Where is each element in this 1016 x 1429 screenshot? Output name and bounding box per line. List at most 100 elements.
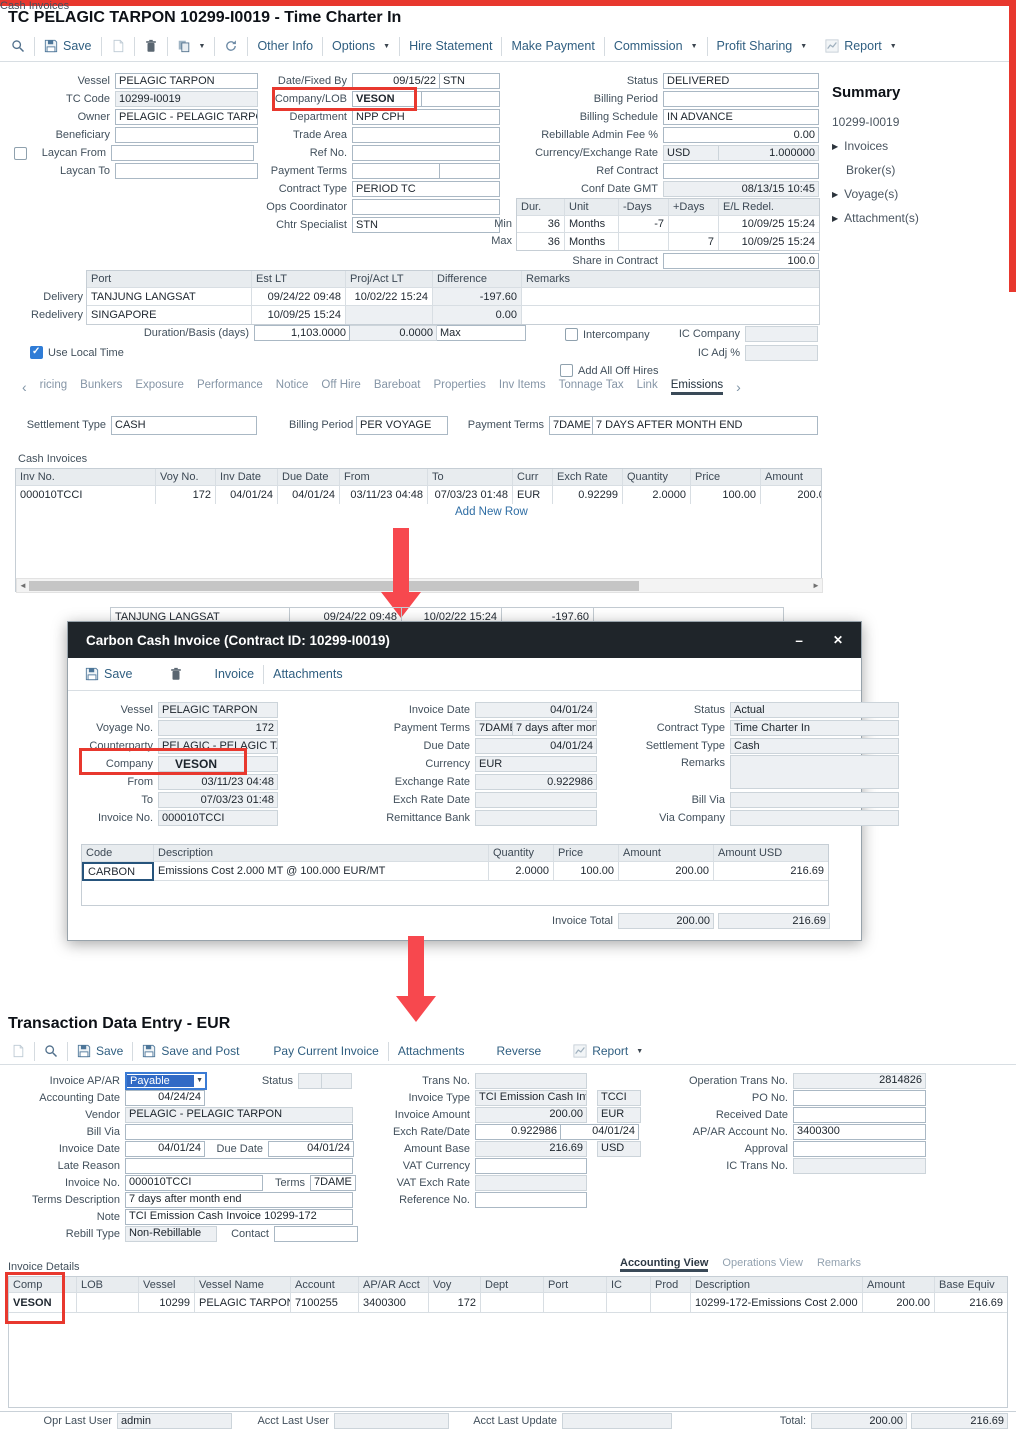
ref-contract-field[interactable] bbox=[663, 163, 819, 179]
payment-terms-code-field[interactable]: 7DAME bbox=[549, 415, 593, 435]
copy-button[interactable]: ▼ bbox=[168, 39, 215, 53]
commission-button[interactable]: Commission ▼ bbox=[613, 39, 698, 53]
tab-tonnage-tax[interactable]: Tonnage Tax bbox=[558, 379, 624, 391]
tab-operations-view[interactable]: Operations View bbox=[722, 1257, 803, 1269]
tab-accounting-view[interactable]: Accounting View bbox=[620, 1257, 709, 1272]
vat-currency-field[interactable] bbox=[475, 1157, 587, 1174]
report-button[interactable]: Report ▼ bbox=[816, 39, 905, 53]
apar-account-no-field[interactable]: 3400300 bbox=[793, 1123, 926, 1140]
invoice-no-field[interactable]: 000010TCCI bbox=[125, 1174, 263, 1191]
share-in-contract-field[interactable]: 100.0 bbox=[663, 253, 819, 269]
note-field[interactable]: TCI Emission Cash Invoice 10299-172 bbox=[125, 1208, 353, 1225]
dialog-attachments-button[interactable]: Attachments bbox=[273, 667, 343, 681]
scroll-right-arrow[interactable]: ► bbox=[812, 581, 820, 590]
terms-description-field[interactable]: 7 days after month end bbox=[125, 1191, 353, 1208]
scrollbar-thumb[interactable] bbox=[29, 580, 639, 591]
search-button[interactable] bbox=[2, 39, 34, 53]
owner-field[interactable]: PELAGIC - PELAGIC TARPON bbox=[115, 109, 258, 125]
exch-rate-date-field[interactable]: 04/01/24 bbox=[561, 1123, 639, 1140]
billing-period-field[interactable]: PER VOYAGE bbox=[356, 415, 448, 435]
tab-notice[interactable]: Notice bbox=[275, 379, 309, 391]
code-cell[interactable]: CARBON bbox=[82, 862, 154, 881]
payment-terms-desc-field[interactable]: 7 DAYS AFTER MONTH END bbox=[593, 415, 818, 435]
payment-terms-desc-field[interactable] bbox=[440, 163, 500, 179]
bill-via-field[interactable] bbox=[125, 1123, 353, 1140]
lob-field[interactable] bbox=[422, 91, 500, 107]
approval-field[interactable] bbox=[793, 1140, 926, 1157]
profit-sharing-button[interactable]: Profit Sharing ▼ bbox=[716, 39, 808, 53]
tab-performance[interactable]: Performance bbox=[196, 379, 263, 391]
contact-field[interactable] bbox=[274, 1225, 358, 1242]
rebillable-admin-fee-field[interactable]: 0.00 bbox=[663, 127, 819, 143]
dialog-item-row[interactable]: CARBON Emissions Cost 2.000 MT @ 100.000… bbox=[82, 862, 828, 881]
tab-remarks[interactable]: Remarks bbox=[816, 1257, 861, 1269]
duration-basis-field[interactable]: Max bbox=[437, 325, 526, 341]
scroll-left-arrow[interactable]: ◄ bbox=[19, 581, 27, 590]
other-info-button[interactable]: Other Info bbox=[257, 39, 314, 53]
reverse-button[interactable]: Reverse bbox=[496, 1044, 542, 1058]
company-lob-field[interactable]: VESON bbox=[352, 91, 422, 107]
save-button[interactable]: Save bbox=[68, 1044, 132, 1058]
tab-exposure[interactable]: Exposure bbox=[135, 379, 184, 391]
add-all-off-hires-checkbox[interactable] bbox=[560, 364, 573, 377]
cash-invoice-row[interactable]: 000010TCCI 172 04/01/24 04/01/24 03/11/2… bbox=[16, 486, 821, 504]
settlement-type-field[interactable]: CASH bbox=[111, 415, 257, 435]
delivery-row[interactable]: TANJUNG LANGSAT 09/24/22 09:48 10/02/22 … bbox=[87, 288, 819, 306]
cash-table-hscrollbar[interactable]: ◄ ► bbox=[16, 578, 823, 593]
exch-rate-field[interactable]: 0.922986 bbox=[475, 1123, 561, 1140]
save-button[interactable]: Save bbox=[35, 39, 101, 53]
duration-min-row[interactable]: 36 Months -7 10/09/25 15:24 bbox=[517, 216, 819, 233]
report-button[interactable]: Report ▼ bbox=[564, 1044, 652, 1058]
date-fixed-field[interactable]: 09/15/22 bbox=[352, 73, 440, 89]
tab-bunkers[interactable]: Bunkers bbox=[80, 379, 123, 391]
billing-schedule-field[interactable]: IN ADVANCE bbox=[663, 109, 819, 125]
pay-current-invoice-button[interactable]: Pay Current Invoice bbox=[273, 1044, 379, 1058]
save-and-post-button[interactable]: Save and Post bbox=[133, 1044, 248, 1058]
received-date-field[interactable] bbox=[793, 1106, 926, 1123]
new-document-button[interactable] bbox=[2, 1044, 34, 1058]
tab-pricing[interactable]: ricing bbox=[39, 379, 68, 391]
tab-properties[interactable]: Properties bbox=[433, 379, 486, 391]
add-new-row-link[interactable]: Add New Row bbox=[455, 506, 528, 518]
vessel-field[interactable]: PELAGIC TARPON bbox=[115, 73, 258, 89]
tab-emissions[interactable]: Emissions bbox=[670, 379, 724, 395]
invoice-detail-row[interactable]: VESON 10299 PELAGIC TARPON 7100255 34003… bbox=[9, 1293, 1007, 1313]
search-button[interactable] bbox=[35, 1044, 67, 1058]
options-button[interactable]: Options ▼ bbox=[332, 39, 391, 53]
ref-no-field[interactable] bbox=[352, 145, 500, 161]
dialog-save-button[interactable]: Save bbox=[76, 667, 142, 681]
summary-voyages[interactable]: ▶ Voyage(s) bbox=[832, 187, 899, 201]
po-no-field[interactable] bbox=[793, 1089, 926, 1106]
use-local-time-checkbox[interactable] bbox=[30, 346, 43, 359]
tab-link[interactable]: Link bbox=[636, 379, 658, 391]
duration-days-field[interactable]: 1,103.0000 bbox=[254, 325, 350, 341]
chtr-specialist-field[interactable]: STN bbox=[352, 217, 500, 233]
tab-bareboat[interactable]: Bareboat bbox=[373, 379, 421, 391]
dialog-delete-button[interactable] bbox=[160, 667, 192, 681]
summary-contract-code[interactable]: 10299-I0019 bbox=[832, 115, 900, 129]
laycan-checkbox[interactable] bbox=[14, 146, 27, 160]
invoice-apar-dropdown[interactable]: Payable ▼ bbox=[125, 1071, 207, 1090]
laycan-to-field[interactable] bbox=[115, 163, 258, 179]
status-field[interactable]: DELIVERED bbox=[663, 73, 819, 89]
attachments-button[interactable]: Attachments bbox=[397, 1044, 465, 1058]
contract-type-field[interactable]: PERIOD TC bbox=[352, 181, 500, 197]
beneficiary-field[interactable] bbox=[115, 127, 258, 143]
invoice-date-field[interactable]: 04/01/24 bbox=[125, 1140, 205, 1157]
summary-invoices[interactable]: ▶ Invoices bbox=[832, 139, 889, 153]
refresh-button[interactable] bbox=[215, 39, 247, 53]
close-icon[interactable]: ✕ bbox=[832, 632, 843, 647]
dialog-title-bar[interactable]: Carbon Cash Invoice (Contract ID: 10299-… bbox=[68, 622, 861, 658]
tab-inv-items[interactable]: Inv Items bbox=[498, 379, 546, 391]
make-payment-button[interactable]: Make Payment bbox=[511, 39, 595, 53]
minimize-icon[interactable]: – bbox=[795, 632, 803, 648]
delete-button[interactable] bbox=[135, 39, 167, 53]
hire-statement-button[interactable]: Hire Statement bbox=[409, 39, 493, 53]
intercompany-checkbox[interactable] bbox=[565, 328, 578, 341]
due-date-field[interactable]: 04/01/24 bbox=[268, 1140, 354, 1157]
redelivery-row[interactable]: SINGAPORE 10/09/25 15:24 0.00 bbox=[87, 306, 819, 324]
late-reason-field[interactable] bbox=[125, 1157, 353, 1174]
tabs-scroll-right[interactable]: › bbox=[736, 379, 741, 395]
dialog-invoice-button[interactable]: Invoice bbox=[214, 667, 255, 681]
laycan-from-field[interactable] bbox=[111, 145, 254, 161]
